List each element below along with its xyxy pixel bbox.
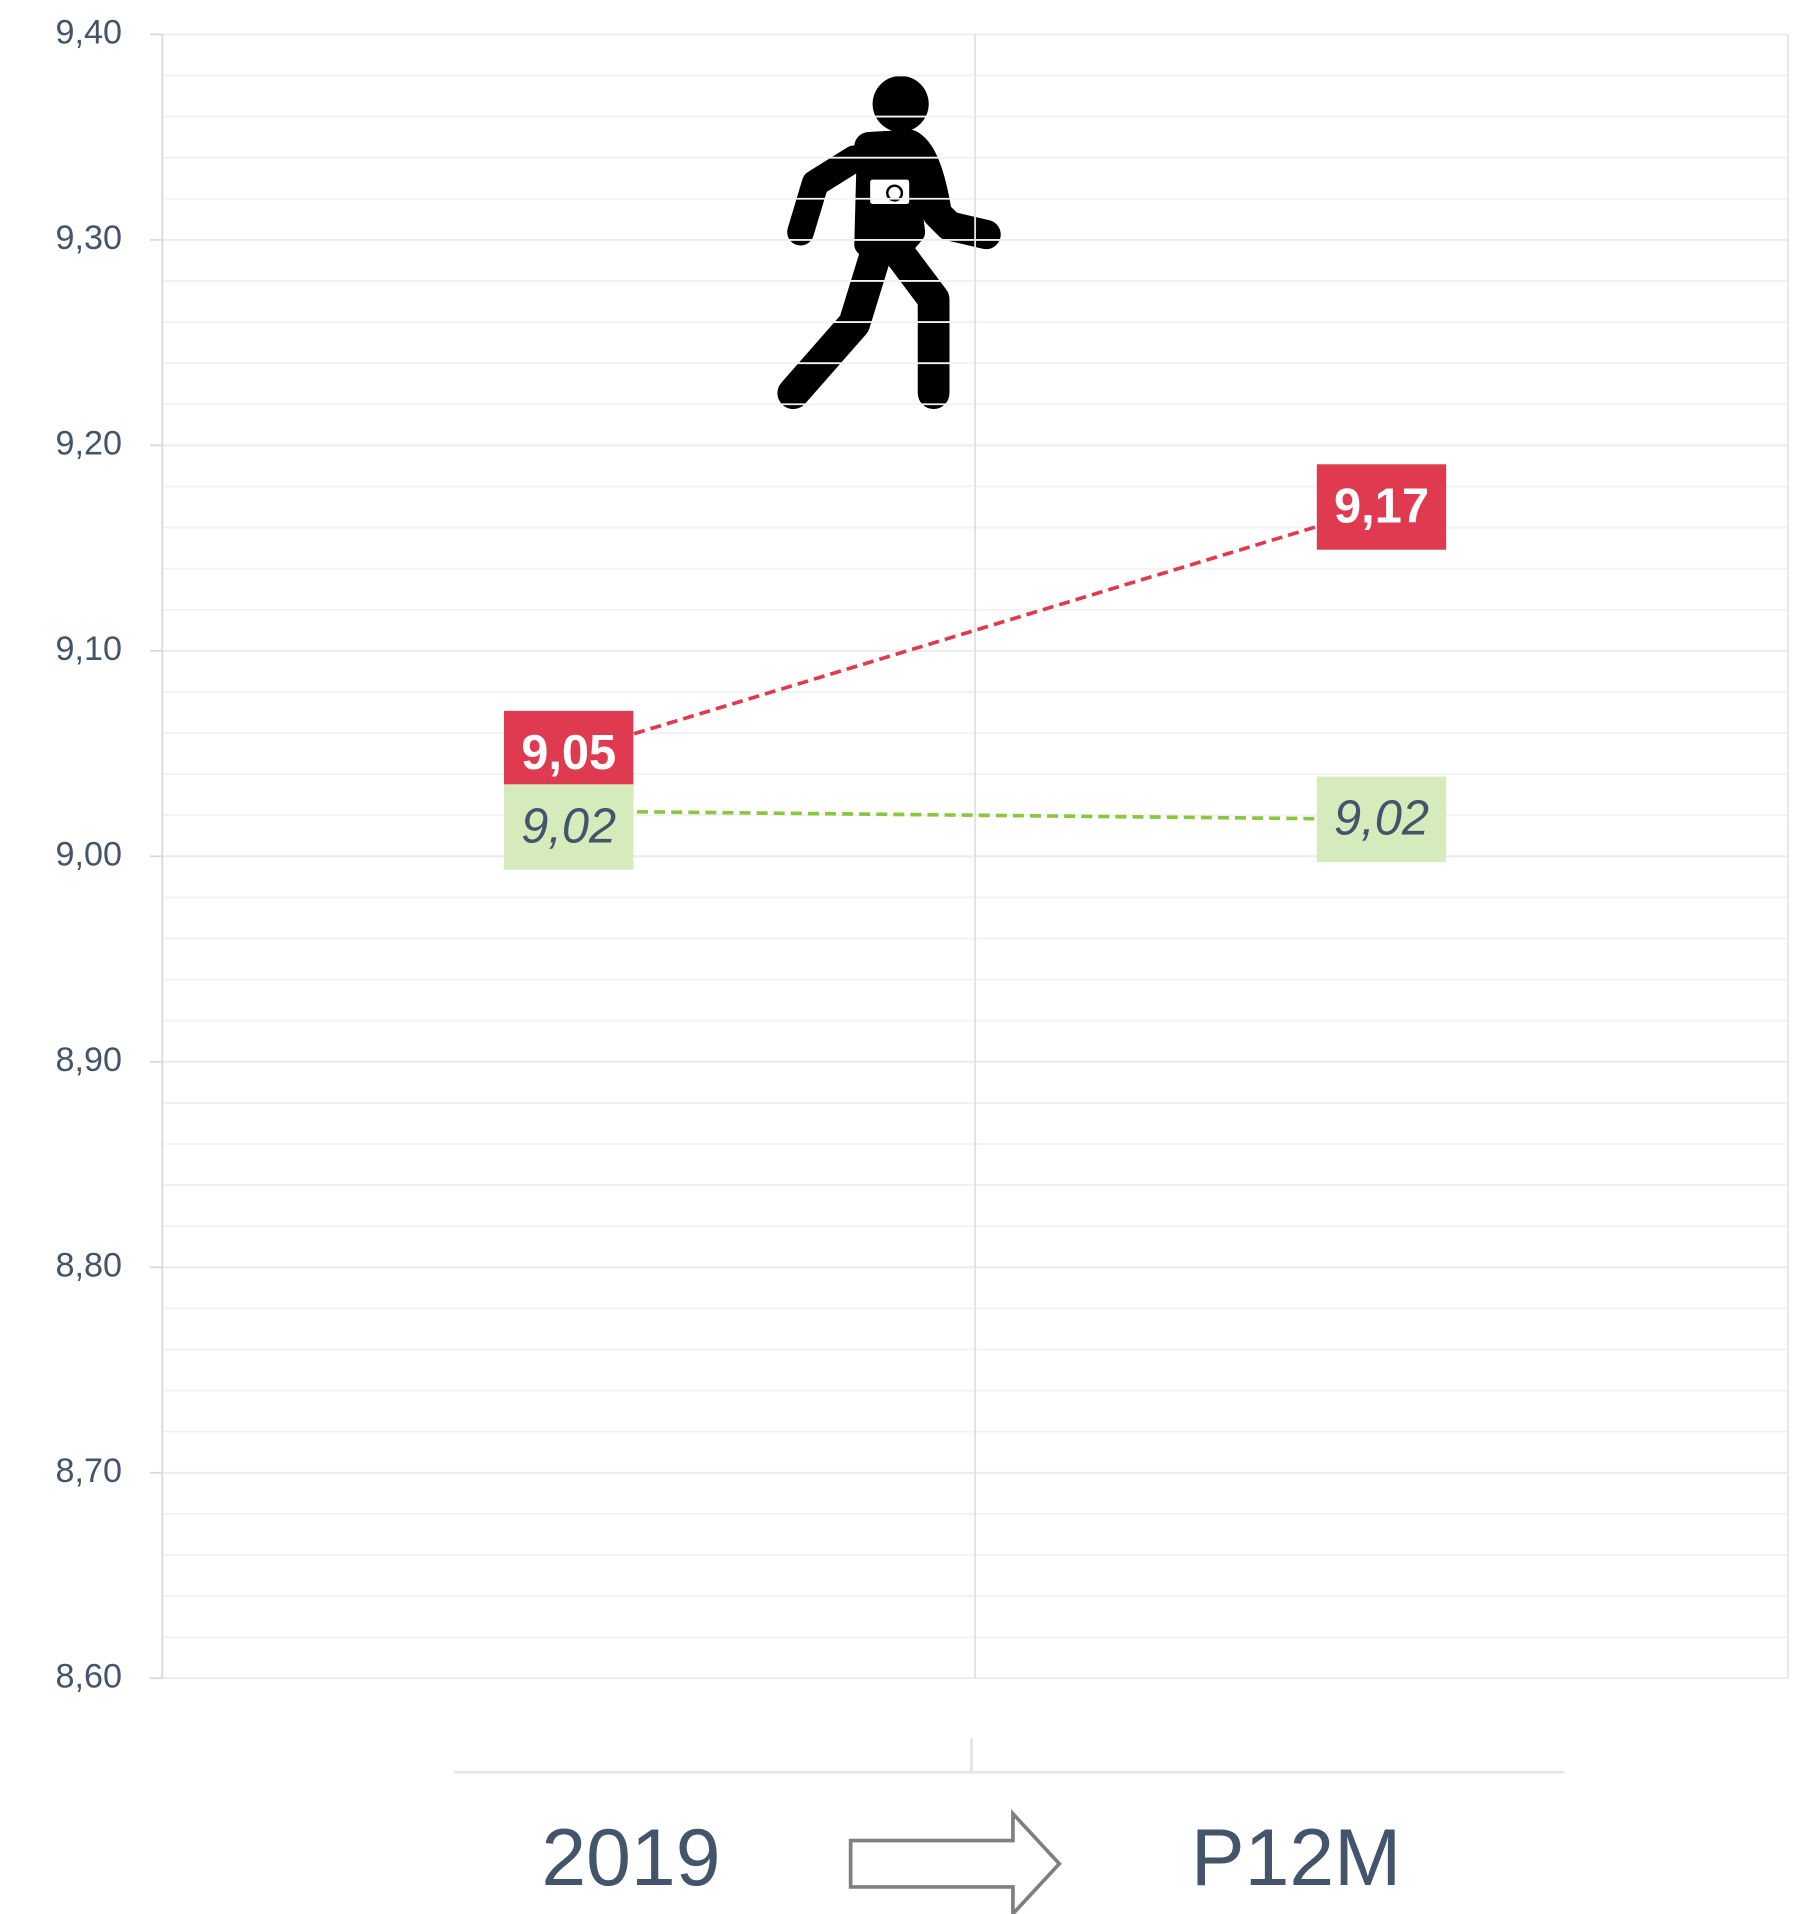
value-label: 9,17 — [1334, 479, 1429, 533]
value-label-box — [504, 784, 634, 870]
x-tick-label: P12M — [1191, 1813, 1401, 1903]
value-label: 9,05 — [521, 726, 616, 780]
series-line — [568, 505, 1383, 756]
y-tick-label: 9,40 — [56, 13, 122, 51]
y-tick-label: 9,20 — [56, 424, 122, 462]
x-tick-label: 2019 — [541, 1813, 720, 1903]
value-label-box — [1316, 776, 1447, 863]
value-label-box — [504, 710, 634, 797]
y-tick-label: 8,80 — [56, 1246, 122, 1284]
value-label: 9,02 — [521, 799, 616, 853]
y-tick-label: 8,90 — [56, 1041, 122, 1079]
y-tick-label: 8,70 — [56, 1452, 122, 1490]
y-tick-label: 9,30 — [56, 219, 122, 257]
walker-icon — [777, 75, 1001, 410]
y-tick-label: 8,60 — [56, 1657, 122, 1695]
category-arrow — [848, 1809, 1062, 1914]
y-tick-label: 9,00 — [56, 835, 122, 873]
value-label-box — [1316, 464, 1447, 550]
value-label: 9,02 — [1334, 792, 1429, 846]
y-tick-label: 9,10 — [56, 630, 122, 668]
